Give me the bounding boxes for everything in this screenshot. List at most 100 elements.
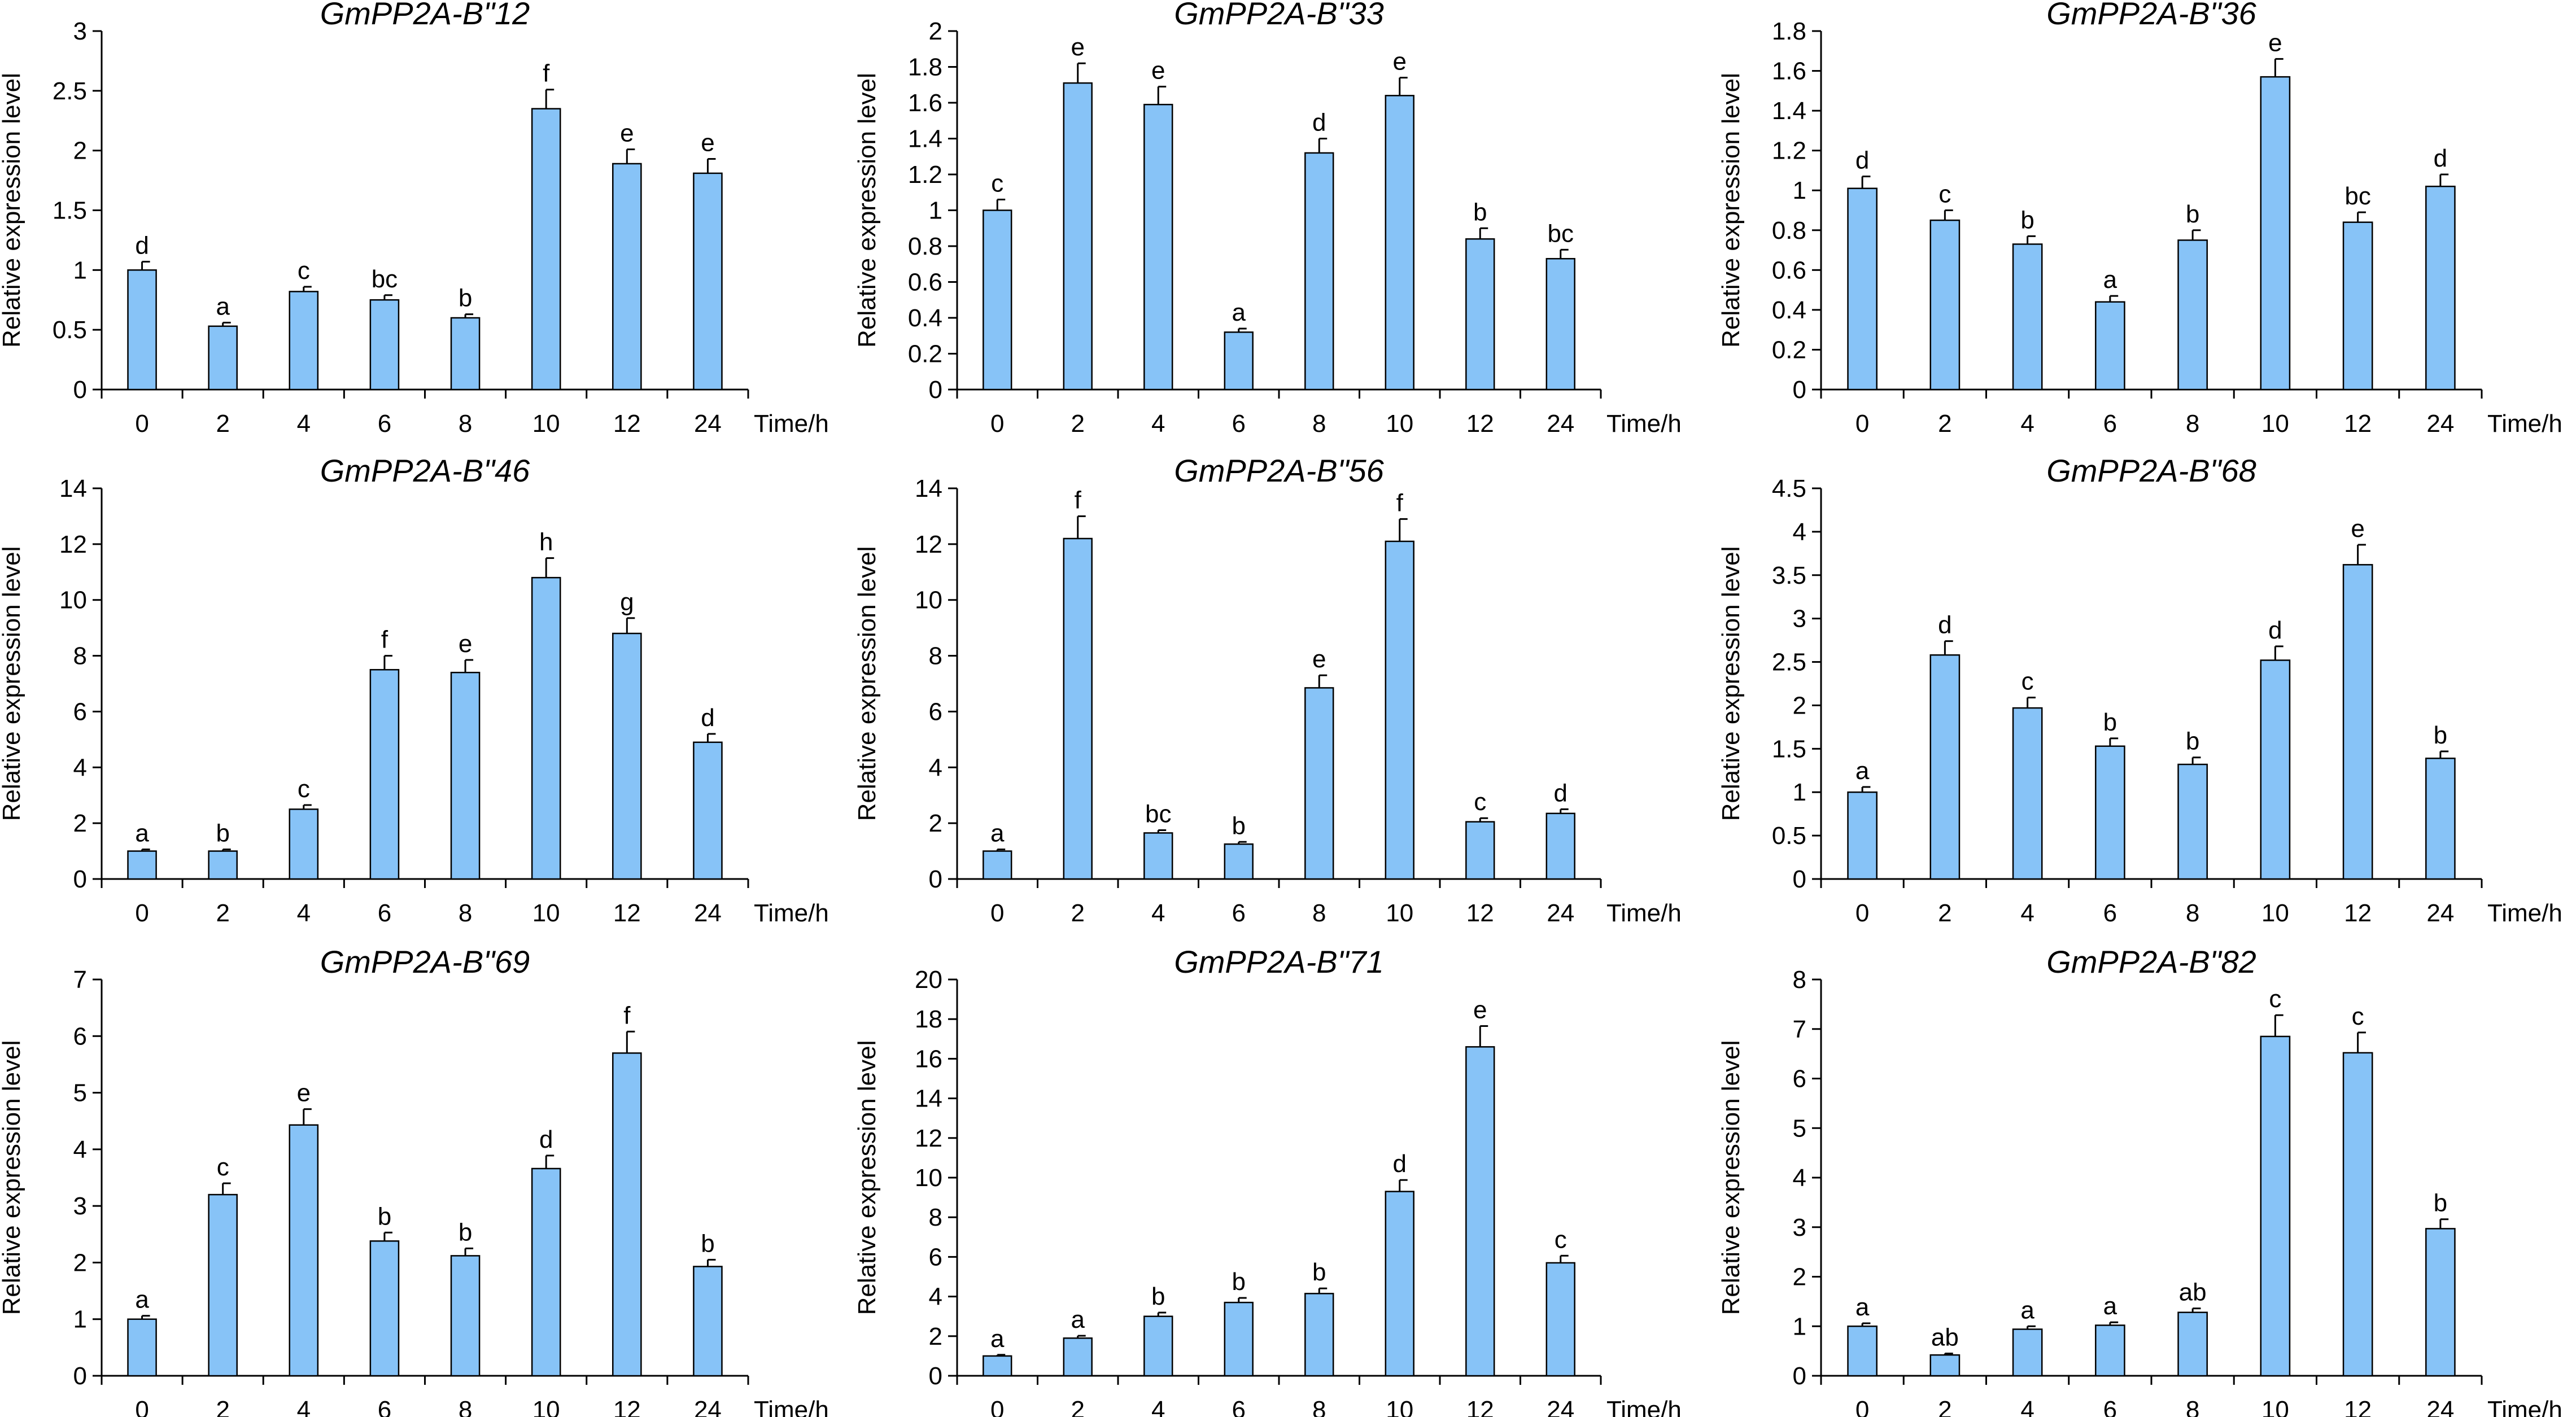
bar [2425, 185, 2456, 391]
y-tick-label: 1.2 [908, 161, 942, 189]
y-axis-label: Relative expression level [853, 1040, 881, 1315]
significance-label: a [990, 820, 1005, 847]
x-tick-label: 0 [990, 899, 1004, 927]
y-tick-label: 2.5 [53, 77, 87, 105]
y-tick-label: 1 [1793, 779, 1806, 806]
bar [1385, 1191, 1414, 1377]
x-tick-label: 24 [694, 1396, 722, 1417]
significance-label: e [1393, 48, 1407, 76]
chart-title: GmPP2A-B"68 [2046, 453, 2256, 488]
bar [1929, 654, 1961, 880]
bar [983, 1355, 1012, 1377]
bar [2342, 1052, 2373, 1377]
significance-label: f [543, 60, 550, 88]
significance-label: a [2103, 1292, 2117, 1320]
bar [1847, 1326, 1878, 1377]
bar [2260, 76, 2291, 391]
x-tick-label: 2 [1938, 410, 1951, 438]
significance-label: b [216, 820, 229, 847]
x-axis-label: Time/h [754, 410, 829, 438]
significance-label: c [217, 1153, 229, 1181]
y-tick-label: 3.5 [1772, 562, 1806, 589]
y-tick-label: 6 [73, 698, 87, 725]
significance-label: b [1312, 1258, 1326, 1286]
x-axis-label: Time/h [2487, 899, 2562, 927]
significance-label: b [2020, 206, 2034, 234]
significance-label: a [2020, 1296, 2034, 1324]
y-tick-label: 14 [915, 475, 942, 502]
y-tick-label: 8 [1793, 966, 1806, 994]
x-tick-label: 4 [2020, 1396, 2034, 1417]
significance-label: a [1071, 1306, 1085, 1333]
chart-title: GmPP2A-B"71 [1174, 944, 1384, 979]
x-tick-label: 8 [1312, 899, 1326, 927]
x-tick-label: 2 [1071, 410, 1085, 438]
y-tick-label: 0.2 [908, 340, 942, 368]
bar [1304, 687, 1334, 880]
x-tick-label: 24 [694, 899, 722, 927]
bar [1847, 187, 1878, 391]
y-tick-label: 0.6 [1772, 256, 1806, 284]
bar [531, 576, 561, 880]
bar [208, 850, 238, 880]
x-tick-label: 8 [459, 1396, 472, 1417]
bar [693, 741, 723, 880]
x-tick-label: 24 [1547, 1396, 1574, 1417]
x-tick-label: 10 [532, 1396, 560, 1417]
significance-label: e [297, 1079, 311, 1107]
significance-label: f [1075, 486, 1082, 514]
significance-label: c [2021, 668, 2034, 696]
chart-panel-6: GmPP2A-B"68 0 0.5 1 1.5 2 2.5 3 3.5 4 4.5 Relative … [1717, 453, 2562, 927]
y-tick-label: 0.8 [1772, 217, 1806, 244]
significance-label: b [2186, 728, 2199, 755]
x-tick-label: 12 [613, 899, 641, 927]
significance-label: b [2186, 200, 2199, 228]
y-tick-label: 2 [1793, 1263, 1806, 1291]
x-tick-label: 10 [2261, 1396, 2289, 1417]
bar [983, 209, 1012, 391]
significance-label: e [1312, 645, 1326, 673]
x-tick-label: 6 [378, 410, 391, 438]
y-tick-label: 0 [73, 1362, 87, 1390]
y-tick-label: 2 [73, 1249, 87, 1276]
y-tick-label: 14 [915, 1085, 942, 1113]
x-tick-label: 24 [2426, 1396, 2454, 1417]
significance-label: a [135, 820, 149, 847]
y-tick-label: 0.4 [908, 304, 942, 332]
x-tick-label: 8 [1312, 410, 1326, 438]
bar [127, 1318, 157, 1377]
bar [1224, 1301, 1254, 1377]
x-tick-label: 12 [2344, 899, 2372, 927]
bar [693, 1266, 723, 1377]
y-tick-label: 1.2 [1772, 137, 1806, 165]
y-tick-label: 1 [73, 1306, 87, 1333]
significance-label: bc [1548, 220, 1574, 247]
x-axis-label: Time/h [1606, 899, 1682, 927]
y-tick-label: 5 [1793, 1114, 1806, 1142]
x-axis-label: Time/h [2487, 410, 2562, 438]
significance-label: d [701, 704, 714, 732]
bar [127, 269, 157, 391]
bar [1143, 103, 1173, 391]
bar [2012, 243, 2043, 391]
bar [612, 632, 642, 880]
chart-title: GmPP2A-B"46 [320, 453, 530, 488]
x-tick-label: 6 [378, 1396, 391, 1417]
y-tick-label: 12 [915, 1125, 942, 1152]
bar [1385, 540, 1414, 880]
x-tick-label: 4 [2020, 899, 2034, 927]
x-tick-label: 0 [135, 1396, 149, 1417]
bar [369, 1240, 400, 1377]
x-tick-label: 10 [1386, 899, 1413, 927]
x-tick-label: 4 [1151, 1396, 1165, 1417]
bar [1929, 1354, 1961, 1377]
significance-label: d [1393, 1150, 1407, 1178]
y-tick-label: 6 [929, 698, 942, 725]
y-tick-label: 4 [1793, 1164, 1806, 1192]
bar [1143, 1315, 1173, 1377]
significance-label: b [1232, 812, 1246, 839]
x-tick-label: 12 [1466, 899, 1494, 927]
significance-label: b [2434, 721, 2447, 749]
